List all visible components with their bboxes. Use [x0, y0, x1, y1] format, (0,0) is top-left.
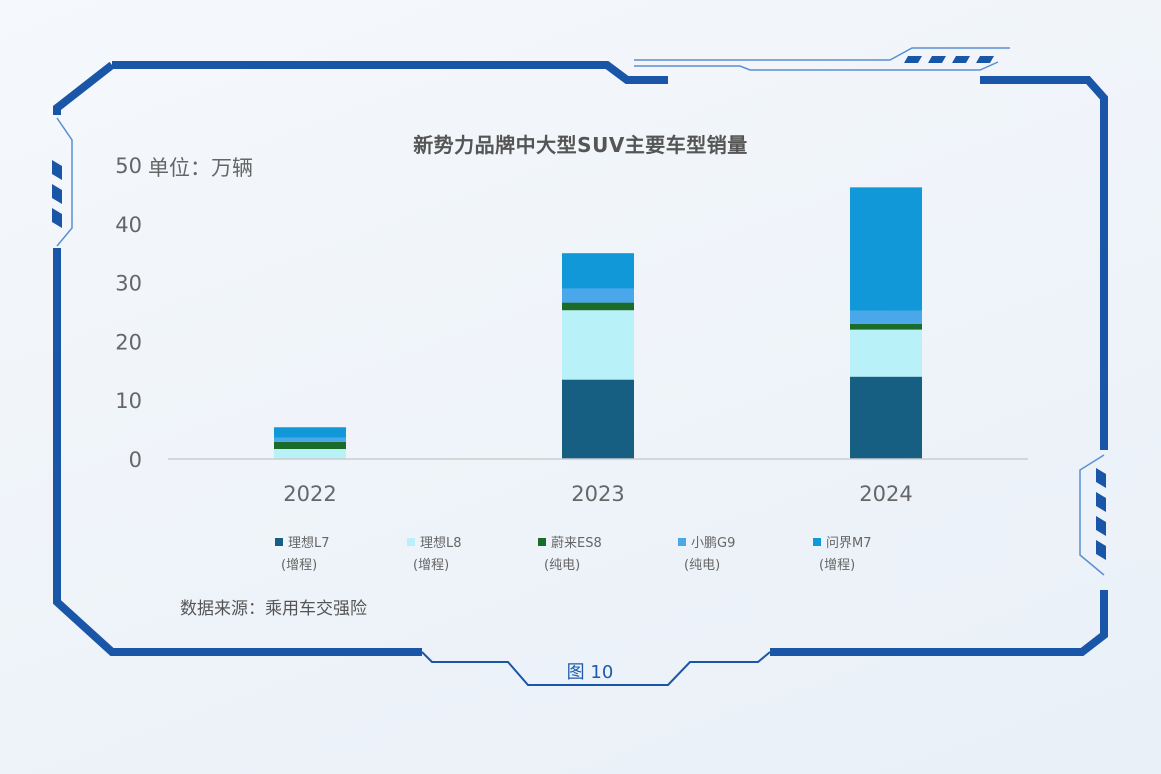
x-tick-label: 2022 — [283, 482, 336, 506]
right-dash-marks — [1096, 468, 1106, 560]
legend-swatch — [813, 538, 821, 546]
y-tick-label: 10 — [115, 389, 142, 413]
left-dash-marks — [52, 160, 62, 228]
bar-segment — [274, 437, 346, 442]
legend-series-name: 问界M7 — [826, 536, 872, 551]
legend-series-note: (增程) — [281, 558, 318, 573]
legend-swatch — [407, 538, 415, 546]
bar-segment — [850, 323, 922, 330]
y-tick-label: 50 — [115, 154, 142, 178]
legend-swatch — [275, 538, 283, 546]
bar-segment — [562, 288, 634, 303]
legend-item: 理想L8 (增程) — [407, 533, 462, 577]
legend-item: 小鹏G9 (纯电) — [678, 533, 735, 577]
legend-series-name: 理想L7 — [288, 536, 330, 551]
legend-series-note: (纯电) — [544, 558, 581, 573]
x-tick-label: 2024 — [859, 482, 912, 506]
chart-title: 新势力品牌中大型SUV主要车型销量 — [413, 133, 748, 157]
bar-segment — [562, 302, 634, 311]
legend-item: 问界M7 (增程) — [813, 533, 872, 577]
legend-item: 蔚来ES8 (纯电) — [538, 533, 602, 577]
y-tick-label: 20 — [115, 330, 142, 354]
y-tick-label: 0 — [129, 448, 142, 472]
left-bracket — [56, 117, 73, 247]
bar-segment — [274, 441, 346, 450]
figure-label: 图 10 — [566, 662, 614, 683]
legend: 理想L7 (增程) 理想L8 (增程) 蔚来ES8 (纯电) 小鹏G9 (纯电) 问界M7 (增程… — [0, 533, 1161, 583]
bar-segment — [274, 427, 346, 438]
legend-swatch — [678, 538, 686, 546]
top-dash-marks — [904, 56, 994, 63]
bar-segment — [850, 376, 922, 459]
bar-segment — [562, 379, 634, 459]
bar-stacks — [274, 187, 922, 459]
legend-series-name: 蔚来ES8 — [551, 536, 602, 551]
frame-border — [53, 61, 1108, 656]
legend-series-note: (增程) — [413, 558, 450, 573]
x-axis-ticks: 2022 2023 2024 — [283, 482, 912, 506]
source-note: 数据来源：乘用车交强险 — [180, 599, 367, 619]
y-tick-label: 40 — [115, 213, 142, 237]
bar-segment — [850, 187, 922, 311]
legend-series-name: 小鹏G9 — [691, 536, 736, 551]
bar-segment — [850, 310, 922, 324]
x-tick-label: 2023 — [571, 482, 624, 506]
legend-series-note: (增程) — [819, 558, 856, 573]
bar-segment — [850, 329, 922, 377]
unit-label: 单位：万辆 — [148, 156, 253, 180]
legend-item: 理想L7 (增程) — [275, 533, 330, 577]
frame-inner-line-2 — [634, 61, 999, 71]
bar-segment — [562, 310, 634, 380]
y-tick-label: 30 — [115, 272, 142, 296]
legend-swatch — [538, 538, 546, 546]
legend-series-note: (纯电) — [684, 558, 721, 573]
bar-segment — [274, 449, 346, 459]
y-axis-ticks: 0 10 20 30 40 50 — [115, 154, 142, 472]
frame-inner-line — [634, 47, 1010, 61]
right-bracket — [1079, 454, 1105, 576]
bottom-tab — [421, 651, 771, 686]
bar-segment — [562, 253, 634, 289]
legend-series-name: 理想L8 — [420, 536, 462, 551]
